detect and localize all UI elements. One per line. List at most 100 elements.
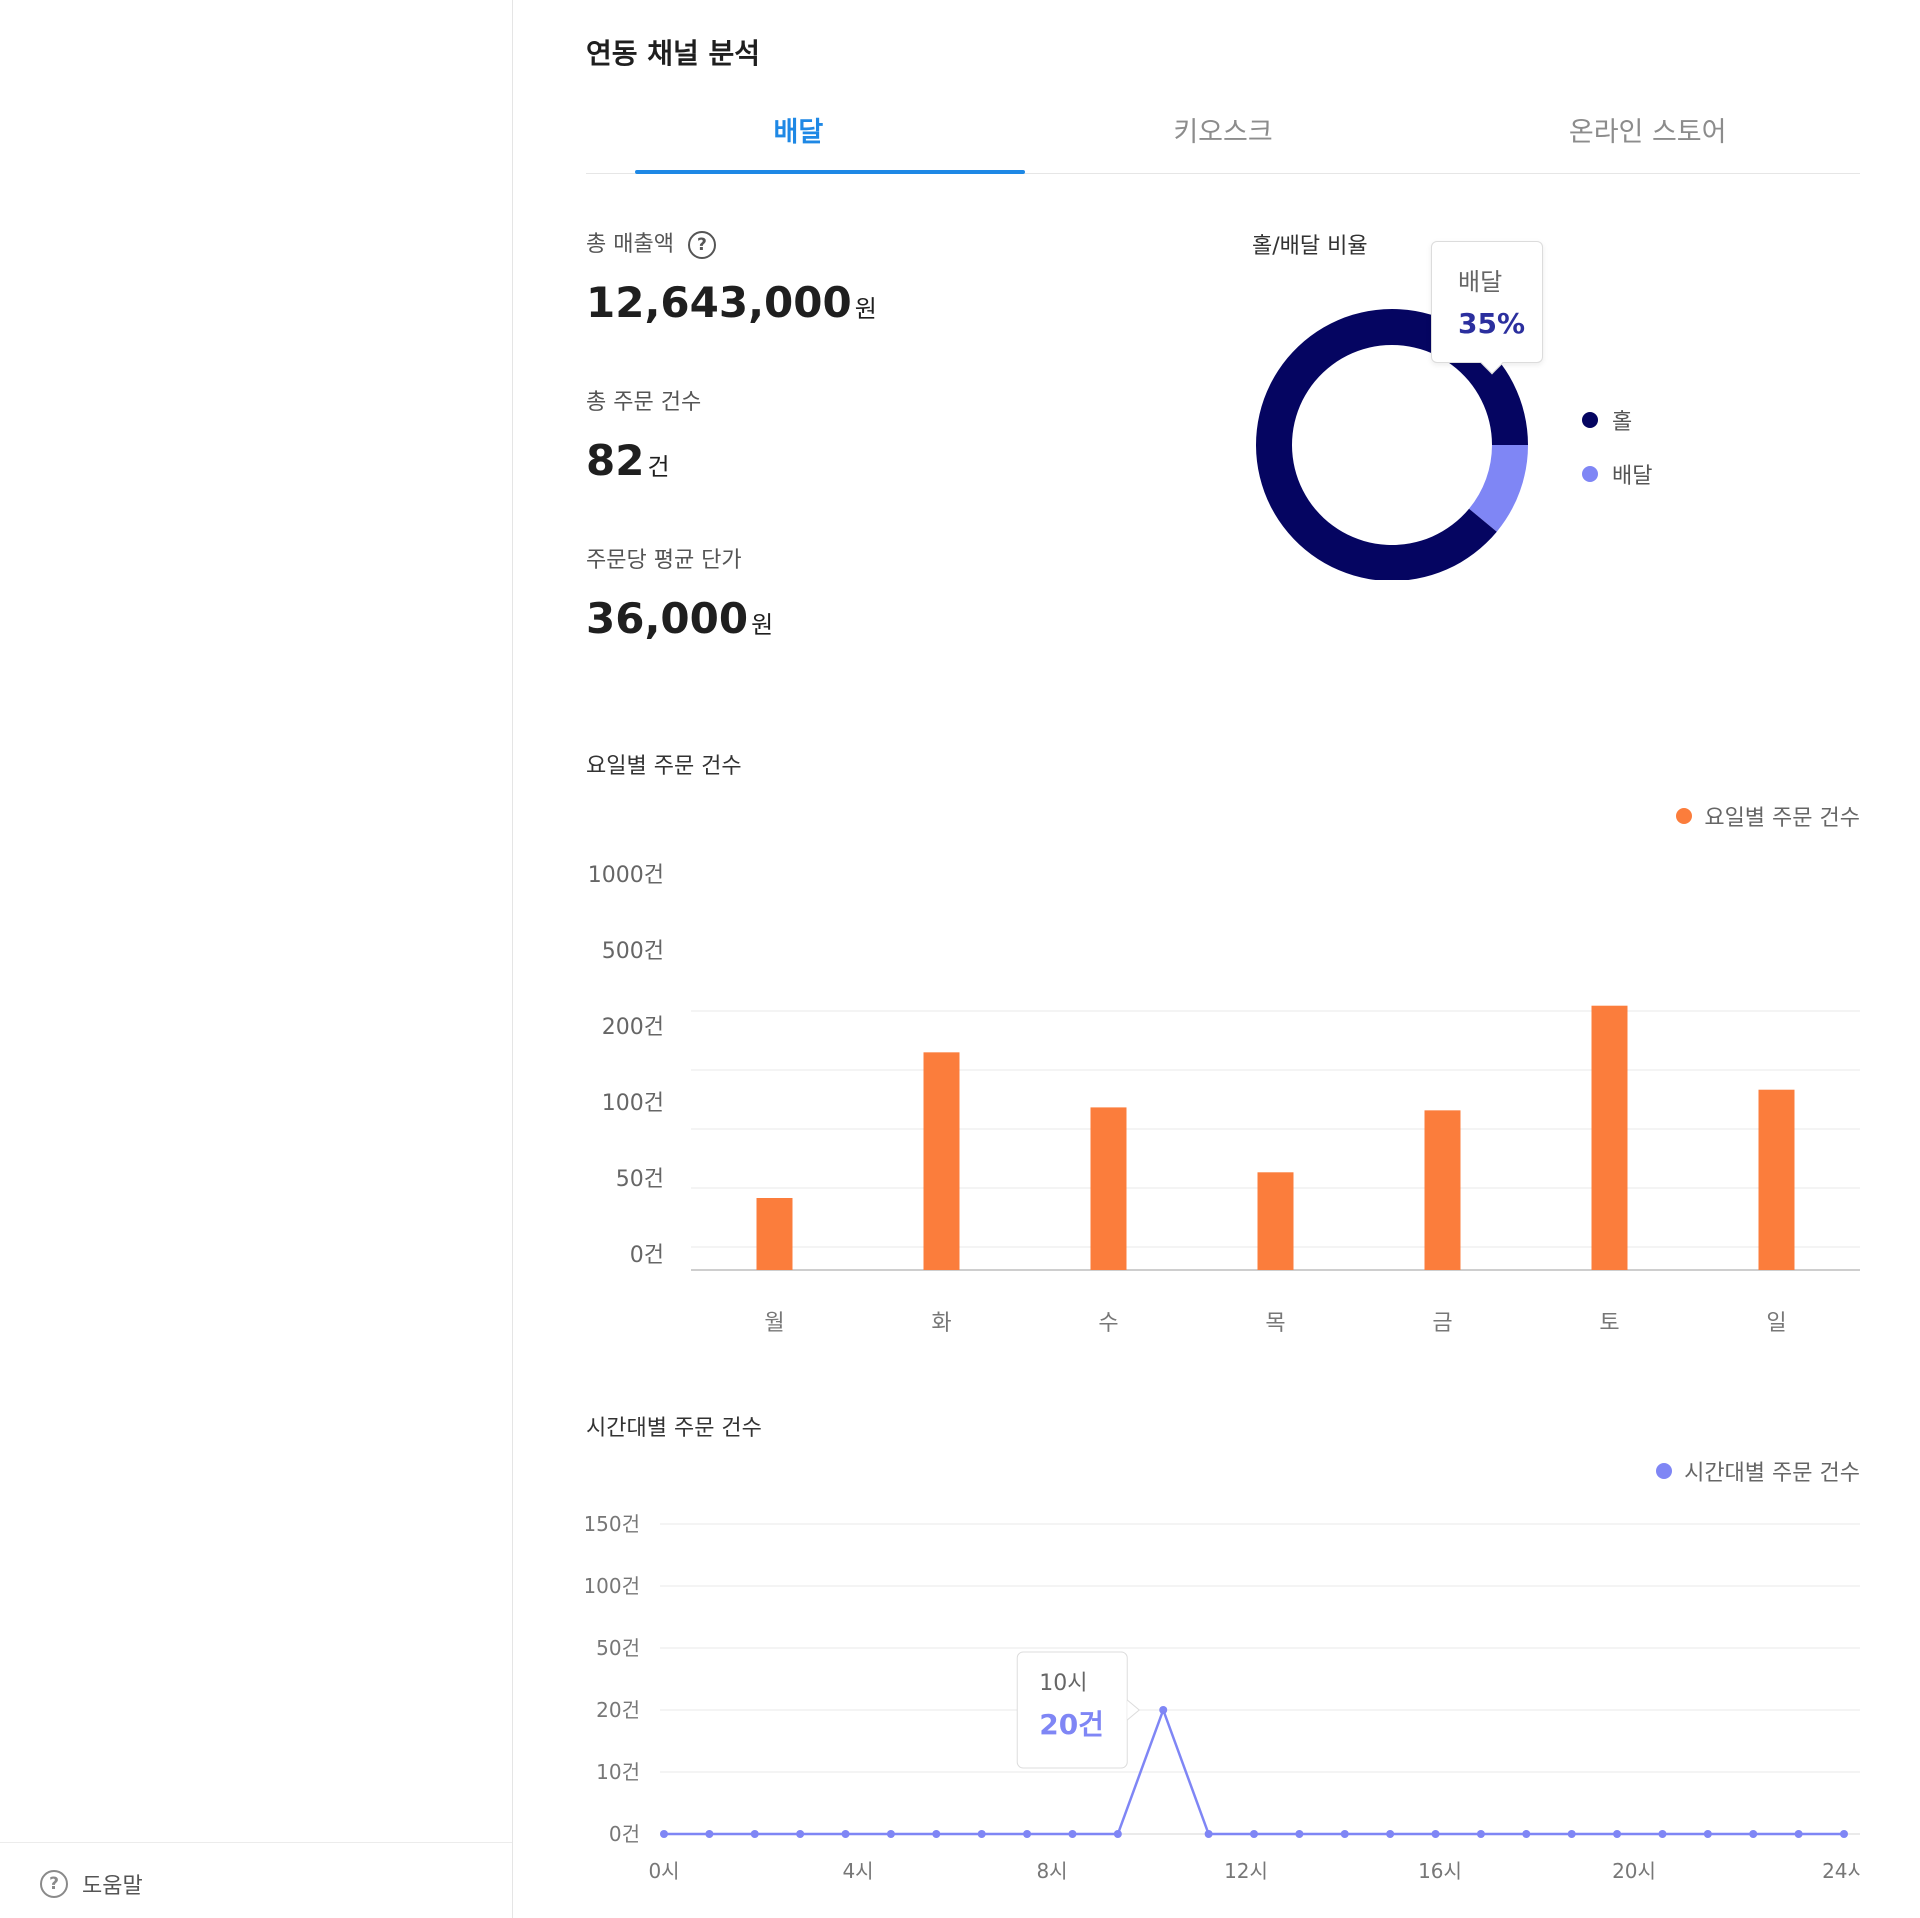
data-point[interactable] xyxy=(750,1830,759,1838)
data-point[interactable] xyxy=(841,1830,850,1838)
x-tick-label: 4시 xyxy=(842,1859,873,1883)
bar-화[interactable] xyxy=(923,1052,960,1270)
y-tick-label: 100건 xyxy=(586,1574,640,1598)
help-link[interactable]: ? 도움말 xyxy=(40,1868,143,1900)
tooltip-value: 20건 xyxy=(1039,1708,1104,1741)
data-point[interactable] xyxy=(796,1830,805,1838)
data-point[interactable] xyxy=(1159,1706,1168,1714)
weekday-chart-title: 요일별 주문 건수 xyxy=(586,754,742,779)
avg-price-value: 36,000 원 xyxy=(586,594,773,643)
hourly-chart-title: 시간대별 주문 건수 xyxy=(586,1416,762,1441)
legend-dot-hall xyxy=(1582,412,1598,428)
data-point[interactable] xyxy=(1431,1830,1440,1838)
data-point[interactable] xyxy=(1340,1830,1349,1838)
total-orders-value: 82 건 xyxy=(586,436,670,485)
avg-price-number: 36,000 xyxy=(586,594,749,643)
tooltip-box xyxy=(1016,1651,1128,1769)
data-point[interactable] xyxy=(1068,1830,1077,1838)
x-tick-label: 8시 xyxy=(1036,1859,1067,1883)
y-tick-label: 0건 xyxy=(630,1243,664,1268)
data-point[interactable] xyxy=(1749,1830,1758,1838)
data-point[interactable] xyxy=(1023,1830,1032,1838)
x-tick-label: 월 xyxy=(764,1311,784,1336)
bar-일[interactable] xyxy=(1758,1089,1795,1270)
total-orders-number: 82 xyxy=(586,436,645,485)
x-tick-label: 24시 xyxy=(1822,1859,1860,1883)
bar-목[interactable] xyxy=(1257,1172,1294,1270)
x-tick-label: 12시 xyxy=(1224,1859,1268,1883)
legend-label-weekday: 요일별 주문 건수 xyxy=(1704,806,1860,831)
y-tick-label: 10건 xyxy=(596,1760,640,1784)
data-point[interactable] xyxy=(1295,1830,1304,1838)
x-tick-label: 0시 xyxy=(648,1859,679,1883)
donut-tooltip-label: 배달 xyxy=(1458,268,1503,296)
weekday-chart-legend: 요일별 주문 건수 xyxy=(1676,800,1860,832)
donut-legend: 홀 배달 xyxy=(1582,404,1652,512)
data-point[interactable] xyxy=(1113,1830,1122,1838)
x-tick-label: 16시 xyxy=(1418,1859,1462,1883)
data-point[interactable] xyxy=(1658,1830,1667,1838)
bar-금[interactable] xyxy=(1424,1110,1461,1270)
total-orders-label: 총 주문 건수 xyxy=(586,390,702,415)
y-tick-label: 100건 xyxy=(602,1091,664,1116)
x-tick-label: 20시 xyxy=(1612,1859,1656,1883)
legend-label-hourly: 시간대별 주문 건수 xyxy=(1684,1461,1860,1486)
data-point[interactable] xyxy=(1613,1830,1622,1838)
bar-토[interactable] xyxy=(1591,1005,1628,1270)
total-sales-unit: 원 xyxy=(854,295,877,323)
ratio-chart-title: 홀/배달 비율 xyxy=(1252,234,1368,259)
legend-dot-weekday xyxy=(1676,808,1693,824)
x-tick-label: 일 xyxy=(1766,1311,1786,1336)
tab-delivery[interactable]: 배달 xyxy=(586,100,1025,174)
data-point[interactable] xyxy=(1386,1830,1395,1838)
tab-online-store[interactable]: 온라인 스토어 xyxy=(1568,117,1727,148)
x-tick-label: 목 xyxy=(1265,1311,1285,1336)
y-tick-label: 150건 xyxy=(586,1512,640,1536)
data-point[interactable] xyxy=(1840,1830,1848,1838)
y-tick-label: 0건 xyxy=(609,1822,640,1846)
question-circle-icon: ? xyxy=(40,1870,68,1898)
hourly-line-chart: 0건 10건 20건 50건 100건 150건 0시 4시 8시 12시 16시 20시 24시 10시… xyxy=(586,1512,1860,1883)
bar-수[interactable] xyxy=(1090,1107,1127,1270)
help-label: 도움말 xyxy=(82,1874,143,1899)
data-point[interactable] xyxy=(932,1830,941,1838)
data-point[interactable] xyxy=(886,1830,895,1838)
question-circle-icon[interactable]: ? xyxy=(687,231,716,259)
donut-slice-delivery[interactable] xyxy=(1469,445,1528,532)
channel-tabs: 배달 키오스크 온라인 스토어 xyxy=(586,100,1860,174)
page-title: 연동 채널 분석 xyxy=(586,37,761,70)
data-point[interactable] xyxy=(660,1830,668,1838)
data-point[interactable] xyxy=(1703,1830,1712,1838)
x-tick-label: 토 xyxy=(1599,1311,1619,1336)
legend-item-delivery: 배달 xyxy=(1582,458,1652,490)
y-tick-label: 200건 xyxy=(602,1015,664,1040)
donut-tooltip-value: 35% xyxy=(1458,307,1526,340)
donut-svg xyxy=(1256,308,1528,581)
data-point[interactable] xyxy=(705,1830,714,1838)
avg-price-label: 주문당 평균 단가 xyxy=(586,548,742,573)
data-point[interactable] xyxy=(1204,1830,1213,1838)
data-point[interactable] xyxy=(1794,1830,1803,1838)
legend-label-hall: 홀 xyxy=(1612,410,1633,435)
legend-dot-hourly xyxy=(1656,1463,1673,1479)
y-tick-label: 500건 xyxy=(602,939,664,964)
bar-월[interactable] xyxy=(756,1198,793,1270)
legend-item-hall: 홀 xyxy=(1582,404,1652,436)
sidebar-divider xyxy=(0,1842,512,1843)
x-tick-label: 수 xyxy=(1098,1311,1118,1336)
total-sales-number: 12,643,000 xyxy=(586,278,852,327)
hourly-chart-legend: 시간대별 주문 건수 xyxy=(1656,1455,1860,1487)
data-point[interactable] xyxy=(1476,1830,1485,1838)
data-point[interactable] xyxy=(1250,1830,1258,1838)
data-point[interactable] xyxy=(1567,1830,1576,1838)
tab-kiosk[interactable]: 키오스크 xyxy=(1173,117,1273,148)
tooltip-arrow xyxy=(1126,1699,1141,1721)
total-orders-unit: 건 xyxy=(647,453,670,481)
data-point[interactable] xyxy=(977,1830,986,1838)
sidebar: ? 도움말 xyxy=(0,0,513,1918)
legend-label-delivery: 배달 xyxy=(1612,464,1653,489)
data-point[interactable] xyxy=(1522,1830,1531,1838)
avg-price-unit: 원 xyxy=(751,611,774,639)
